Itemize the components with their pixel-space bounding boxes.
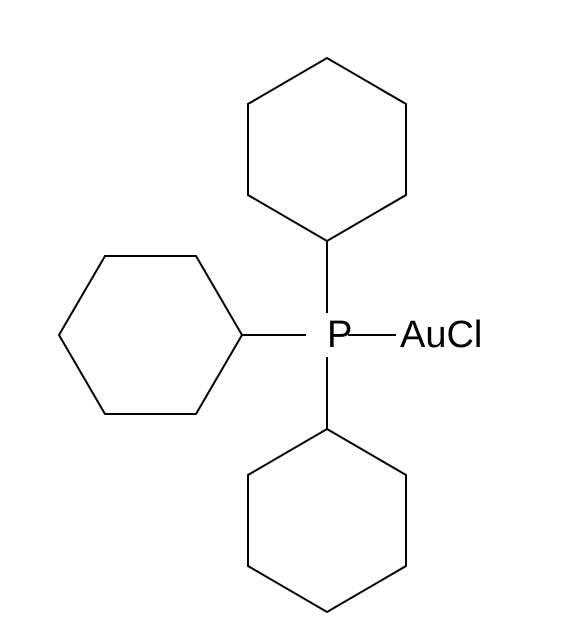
atom-label-aucl: AuCl <box>400 314 482 356</box>
cyclohexane-top <box>248 58 406 241</box>
cyclohexane-bottom <box>248 429 406 612</box>
cyclohexane-left <box>59 256 242 414</box>
molecule-diagram: P AuCl <box>0 0 583 640</box>
atom-label-p: P <box>327 314 352 356</box>
